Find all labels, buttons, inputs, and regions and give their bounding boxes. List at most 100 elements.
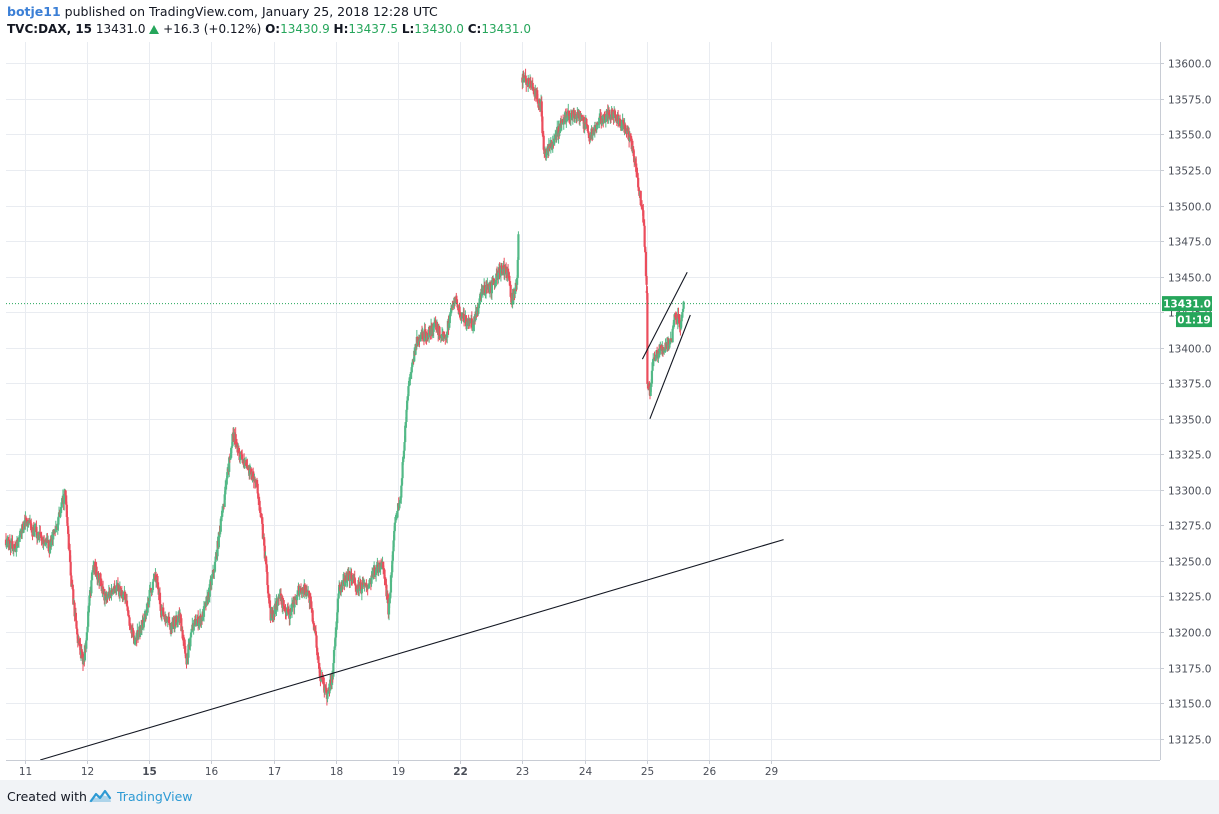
candle-up — [658, 349, 661, 354]
candle-down — [373, 567, 376, 577]
candle-down — [550, 142, 553, 149]
candle-up — [38, 532, 41, 538]
candle-up — [681, 308, 685, 312]
candle-up — [560, 122, 563, 125]
candle-up — [367, 584, 371, 588]
candle-up — [480, 288, 483, 296]
candle-down — [283, 605, 286, 610]
candle-down — [65, 504, 68, 518]
candle-up — [112, 589, 115, 595]
candle-up — [358, 588, 361, 591]
candle-down — [316, 647, 319, 656]
candle-down — [257, 498, 261, 501]
candle-down — [522, 75, 525, 81]
candle-down — [587, 133, 591, 136]
candle-down — [259, 513, 263, 517]
up-arrow-icon — [149, 25, 160, 34]
candle-down — [567, 110, 571, 116]
candle-down — [633, 156, 636, 162]
candle-up — [495, 273, 498, 280]
candle-up — [187, 644, 190, 658]
candle-down — [508, 275, 511, 282]
candle-down — [529, 80, 532, 85]
chart-header: botje11 published on TradingView.com, Ja… — [0, 0, 1219, 42]
candle-up — [398, 503, 401, 507]
candle-up — [407, 380, 411, 387]
candle-down — [120, 590, 123, 592]
candle-up — [584, 122, 587, 129]
candle-down — [470, 318, 473, 328]
candle-down — [99, 578, 102, 581]
candle-up — [395, 514, 398, 517]
candle-down — [123, 591, 127, 600]
time-axis[interactable]: 11 12 15 16 17 18 19 22 23 24 25 26 29 — [19, 760, 778, 778]
candle-up — [672, 326, 675, 329]
candle-up — [24, 517, 27, 524]
candle-up — [404, 425, 407, 443]
candle-up — [50, 541, 53, 547]
candle-up — [219, 531, 222, 535]
candle-down — [543, 149, 546, 155]
candle-down — [129, 625, 132, 628]
candle-down — [259, 510, 262, 514]
high-value: 13437.5 — [348, 22, 399, 36]
trendline-support[interactable] — [40, 539, 784, 761]
candle-up — [122, 595, 125, 597]
candle-up — [224, 486, 227, 495]
trendline-channel-upper[interactable] — [641, 272, 688, 360]
candle-down — [47, 540, 50, 552]
candle-down — [532, 88, 535, 91]
tradingview-cloud-icon[interactable] — [88, 788, 112, 804]
candle-down — [541, 116, 544, 134]
candle-up — [33, 530, 36, 537]
candle-down — [283, 609, 286, 612]
candle-down — [536, 90, 539, 100]
candle-down — [646, 293, 649, 384]
price-chart[interactable]: 13125.0 13150.0 13175.0 13200.0 13225.0 13250… — [0, 42, 1219, 780]
candle-down — [622, 120, 625, 123]
candle-up — [390, 572, 393, 576]
candle-down — [558, 126, 561, 134]
candle-up — [220, 516, 223, 519]
candle-up — [341, 580, 345, 587]
symbol-label[interactable]: TVC:DAX, 15 — [7, 22, 93, 36]
candle-down — [678, 318, 681, 321]
candle-up — [189, 637, 192, 647]
candle-down — [94, 561, 97, 571]
candle-down — [632, 149, 635, 157]
candle-down — [307, 590, 310, 593]
candle-down — [357, 584, 360, 591]
candle-down — [317, 656, 320, 664]
candle-down — [297, 585, 301, 595]
candle-down — [635, 163, 638, 172]
trendlines[interactable] — [40, 272, 784, 761]
candle-down — [246, 465, 249, 468]
candle-up — [193, 622, 196, 625]
x-tick-label: 23 — [516, 766, 529, 778]
candle-down — [127, 610, 130, 616]
candle-up — [516, 277, 519, 285]
candle-up — [166, 618, 169, 621]
candle-down — [507, 271, 510, 276]
candle-down — [329, 679, 332, 683]
published-line: botje11 published on TradingView.com, Ja… — [7, 4, 438, 19]
candle-up — [417, 337, 420, 346]
candle-up — [6, 541, 9, 544]
trendline-channel-lower[interactable] — [649, 314, 691, 419]
author-link[interactable]: botje11 — [7, 4, 61, 19]
candle-up — [565, 112, 568, 123]
candle-down — [157, 589, 160, 595]
candle-up — [516, 259, 519, 278]
candle-down — [611, 109, 614, 118]
candle-up — [401, 462, 404, 479]
candle-down — [382, 568, 385, 570]
candle-down — [13, 544, 17, 549]
price-axis[interactable]: 13125.0 13150.0 13175.0 13200.0 13225.0 13250… — [1160, 59, 1211, 747]
candle-down — [532, 90, 536, 95]
candle-down — [524, 75, 527, 79]
candle-down — [614, 114, 617, 118]
tradingview-link[interactable]: TradingView — [117, 789, 193, 804]
candle-down — [265, 564, 268, 572]
countdown-tag-text: 01:19 — [1177, 315, 1210, 327]
candle-up — [414, 344, 417, 355]
